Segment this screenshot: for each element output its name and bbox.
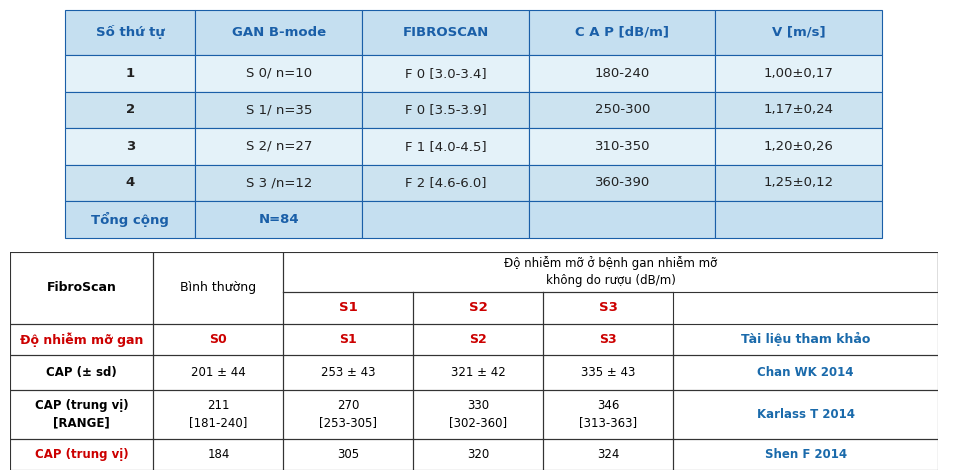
Text: S0: S0 xyxy=(210,333,228,346)
Bar xyxy=(674,390,938,438)
Text: Chan WK 2014: Chan WK 2014 xyxy=(757,366,854,379)
Text: S2: S2 xyxy=(469,301,488,314)
Bar xyxy=(674,355,938,390)
Bar xyxy=(283,355,413,390)
Text: S1: S1 xyxy=(339,301,358,314)
Bar xyxy=(10,355,153,390)
Text: S1: S1 xyxy=(340,333,357,346)
Text: FibroScan: FibroScan xyxy=(47,281,117,294)
Bar xyxy=(153,323,283,355)
Bar xyxy=(674,438,938,470)
Text: Độ nhiễm mỡ ở bệnh gan nhiễm mỡ
không do rượu (dB/m): Độ nhiễm mỡ ở bệnh gan nhiễm mỡ không do… xyxy=(504,256,717,287)
Bar xyxy=(283,323,413,355)
Bar xyxy=(413,323,544,355)
Text: CAP (± sd): CAP (± sd) xyxy=(46,366,117,379)
Bar xyxy=(544,292,674,323)
Text: CAP (trung vị): CAP (trung vị) xyxy=(34,448,128,461)
Text: 324: 324 xyxy=(597,448,619,461)
Bar xyxy=(153,252,283,323)
Bar xyxy=(544,355,674,390)
Bar xyxy=(153,390,283,438)
Bar xyxy=(283,438,413,470)
Bar xyxy=(413,438,544,470)
Bar xyxy=(10,323,153,355)
Text: 201 ± 44: 201 ± 44 xyxy=(191,366,246,379)
Text: Bình thường: Bình thường xyxy=(180,281,256,294)
Text: S3: S3 xyxy=(599,301,618,314)
Bar xyxy=(283,390,413,438)
Bar xyxy=(10,390,153,438)
Bar xyxy=(283,252,938,292)
Text: 346
[313-363]: 346 [313-363] xyxy=(579,399,637,429)
Bar xyxy=(544,438,674,470)
Text: 211
[181-240]: 211 [181-240] xyxy=(189,399,248,429)
Bar xyxy=(413,390,544,438)
Text: 184: 184 xyxy=(208,448,230,461)
Text: 320: 320 xyxy=(467,448,489,461)
Text: 305: 305 xyxy=(337,448,360,461)
Bar xyxy=(413,355,544,390)
Bar xyxy=(544,390,674,438)
Text: Độ nhiễm mỡ gan: Độ nhiễm mỡ gan xyxy=(20,332,144,347)
Text: Shen F 2014: Shen F 2014 xyxy=(765,448,847,461)
Bar xyxy=(283,292,413,323)
Bar xyxy=(674,323,938,355)
Text: 270
[253-305]: 270 [253-305] xyxy=(320,399,377,429)
Bar xyxy=(413,292,544,323)
Text: 253 ± 43: 253 ± 43 xyxy=(322,366,376,379)
Text: 321 ± 42: 321 ± 42 xyxy=(451,366,505,379)
Text: 330
[302-360]: 330 [302-360] xyxy=(449,399,507,429)
Text: 335 ± 43: 335 ± 43 xyxy=(581,366,635,379)
Bar xyxy=(10,252,153,323)
Text: Tài liệu tham khảo: Tài liệu tham khảo xyxy=(741,332,870,346)
Text: S3: S3 xyxy=(599,333,617,346)
Bar xyxy=(10,438,153,470)
Text: Karlass T 2014: Karlass T 2014 xyxy=(757,408,855,421)
Text: S2: S2 xyxy=(470,333,487,346)
Bar xyxy=(153,355,283,390)
Bar xyxy=(544,323,674,355)
Bar xyxy=(153,438,283,470)
Text: CAP (trung vị)
[RANGE]: CAP (trung vị) [RANGE] xyxy=(34,399,128,429)
